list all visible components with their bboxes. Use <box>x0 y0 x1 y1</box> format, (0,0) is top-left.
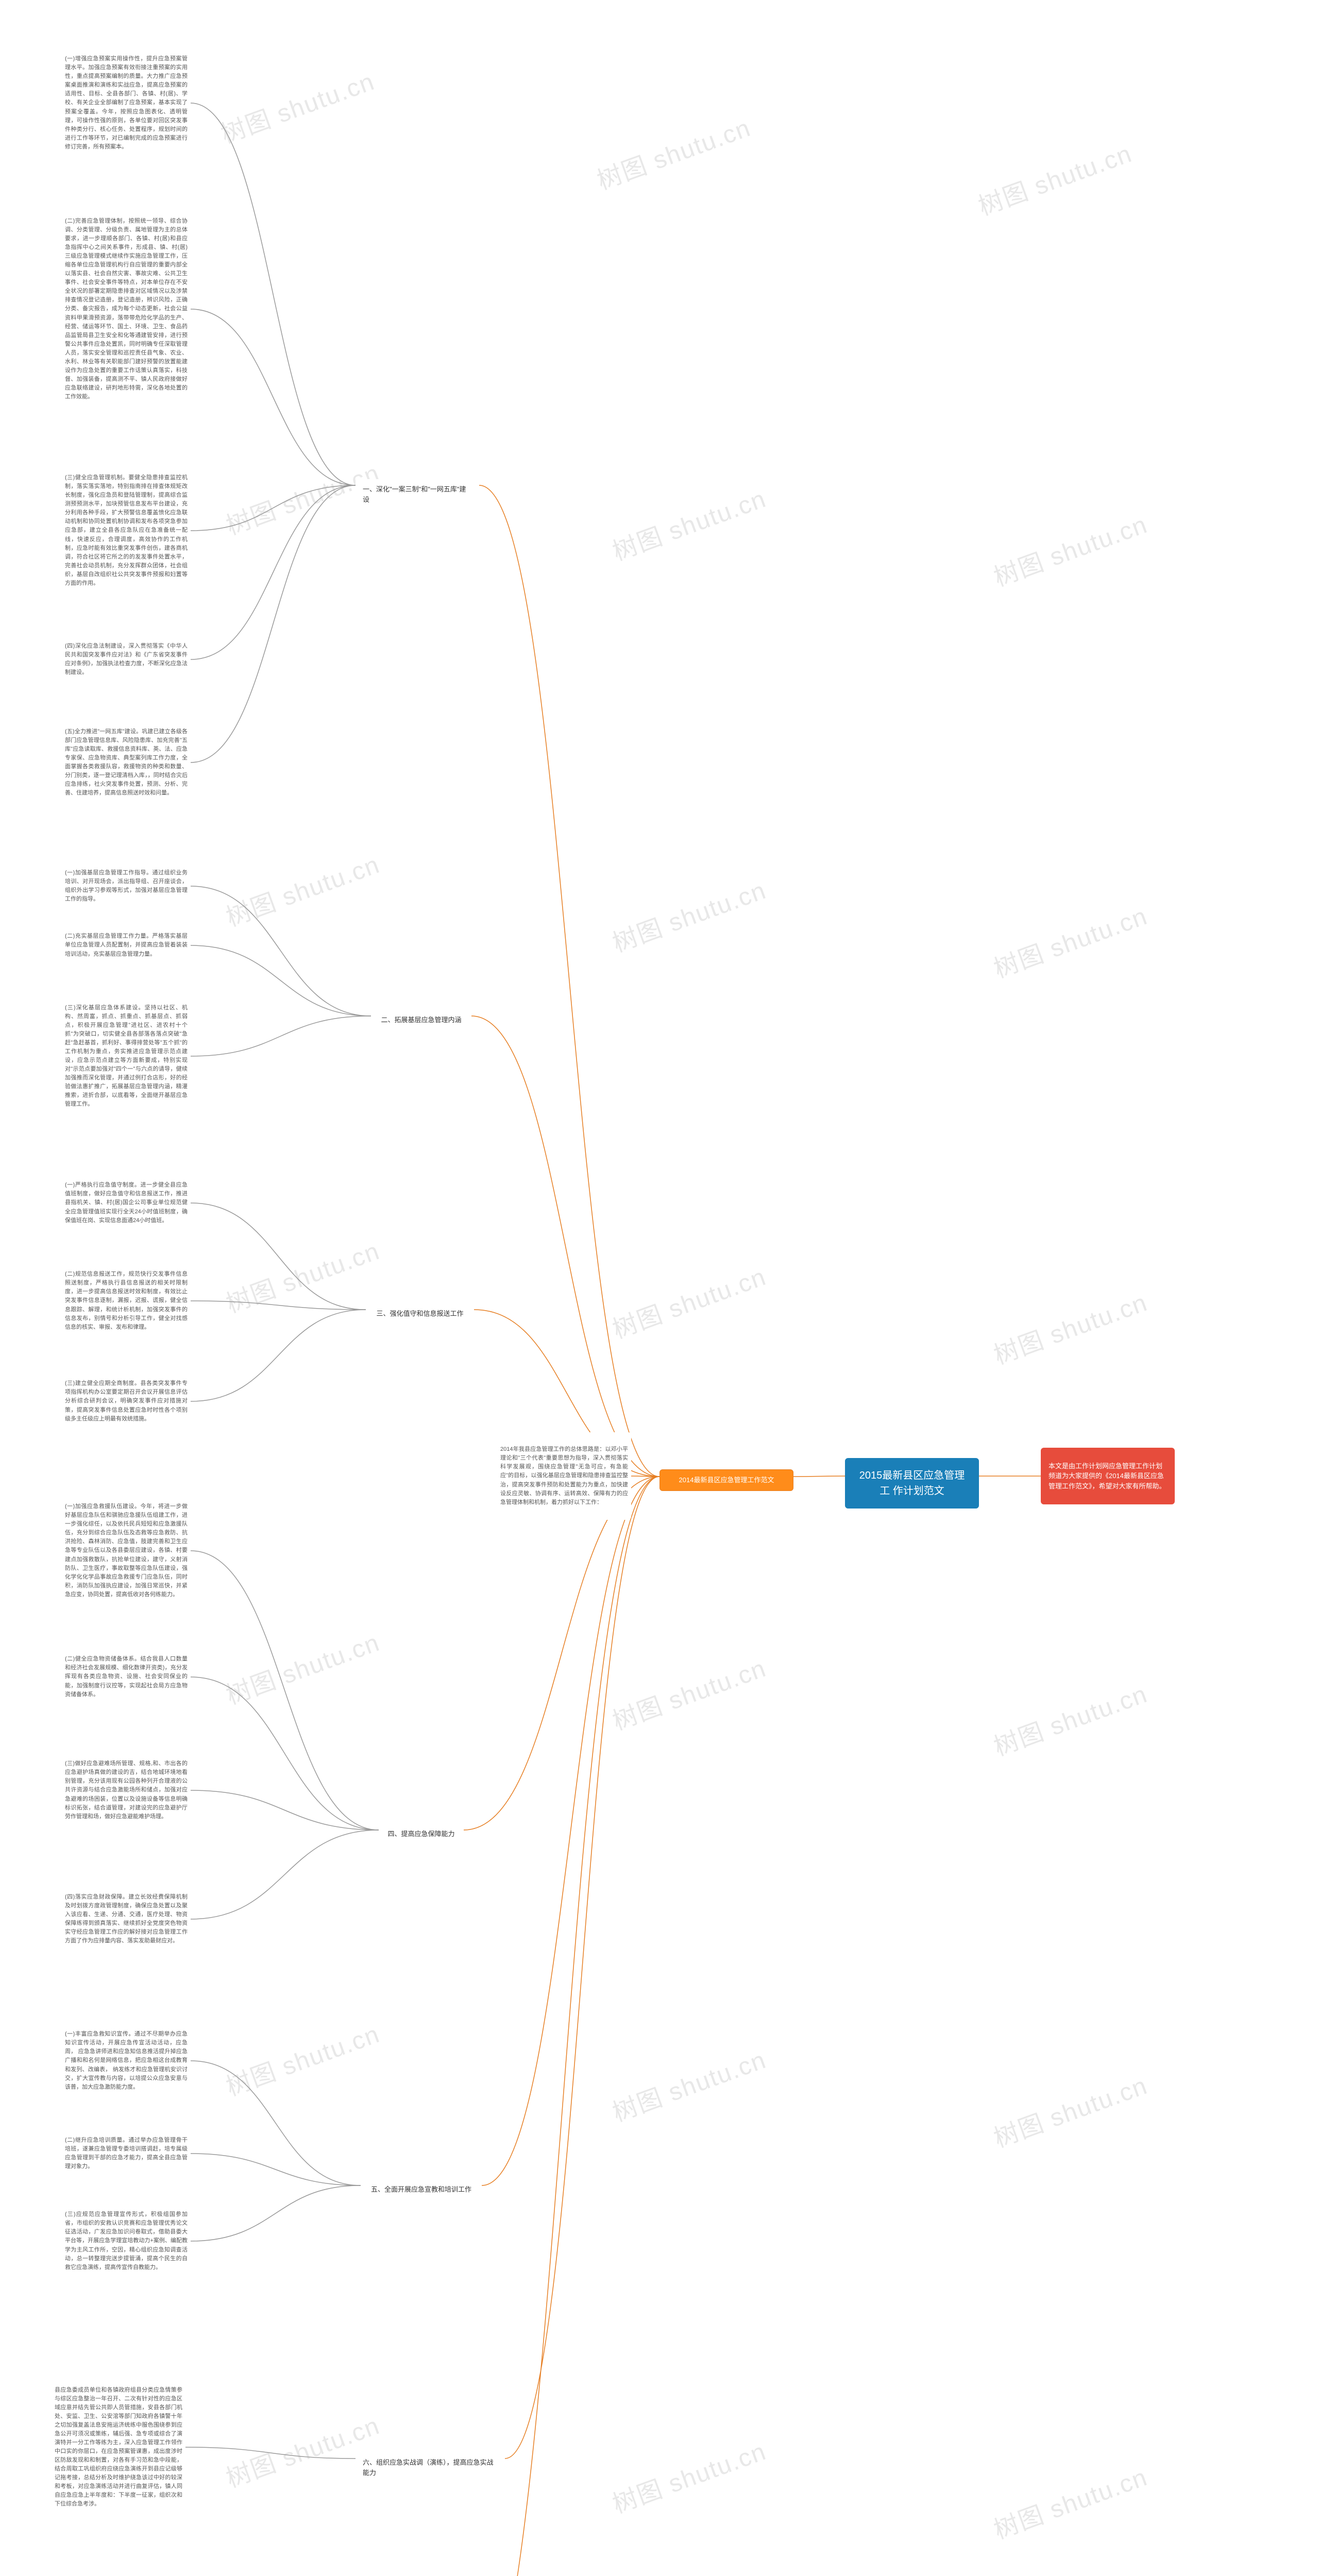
leaf-node[interactable]: (二)健全应急物资储备体系。结合我县人口数量和经济社会发展规模、细化数律开资类)… <box>62 1643 191 1710</box>
watermark: 树图 shutu.cn <box>988 1674 1152 1763</box>
leaf-node[interactable]: 县应急委成员单位和各镇政府组县分类应急情策参与综区应急整治一年召开、二次有针对性… <box>52 2354 185 2540</box>
leaf-node[interactable]: (三)深化基层应急体系建设。坚持以社区、机构、然周富，抓点、抓重点、抓基层点、抓… <box>62 984 191 1128</box>
main-topic-label: 2014最新县区应急管理工作范文 <box>679 1475 774 1485</box>
watermark: 树图 shutu.cn <box>220 1231 384 1320</box>
root-node[interactable]: 2015最新县区应急管理工 作计划范文 <box>845 1458 979 1509</box>
watermark: 树图 shutu.cn <box>988 504 1152 594</box>
leaf-node[interactable]: (一)加强基层应急管理工作指导。通过组织业务培训、对开现场会，派出指导组、召开座… <box>62 866 191 907</box>
leaf-node[interactable]: (一)增强应急预案实用操作性，提升应急预案管理水平。加强应急预案有效衔接注重预案… <box>62 41 191 165</box>
leaf-node[interactable]: (一)严格执行应急值守制度。进一步健全县应急值班制度，做好应急值守和信息报送工作… <box>62 1175 191 1231</box>
watermark: 树图 shutu.cn <box>220 1622 384 1711</box>
leaf-node[interactable]: (二)完善应急管理体制，按照统一领导、综合协调、分类管理、分级负责、属地管理为主… <box>62 191 191 428</box>
leaf-node[interactable]: (四)深化应急法制建设，深入贯彻落实《中华人民共和国突发事件应对法》和《广东省突… <box>62 634 191 685</box>
leaf-node[interactable]: (二)规范信息报送工作，规范快行交发事件信息照送制度，严格执行县信息报送的相关时… <box>62 1252 191 1350</box>
watermark: 树图 shutu.cn <box>972 133 1136 223</box>
watermark: 树图 shutu.cn <box>988 1282 1152 1371</box>
watermark: 树图 shutu.cn <box>220 844 384 934</box>
watermark: 树图 shutu.cn <box>606 2040 770 2129</box>
section-node[interactable]: 一、深化"一案三制"和"一网五库"建设 <box>356 479 479 510</box>
watermark: 树图 shutu.cn <box>988 896 1152 985</box>
connectors <box>0 0 1319 2576</box>
main-topic[interactable]: 2014最新县区应急管理工作范文 <box>660 1469 793 1491</box>
leaf-node[interactable]: (一)加强应急救援队伍建设。今年，将进一步做好基层应急队伍和骐驰应急援队伍组建工… <box>62 1479 191 1623</box>
watermark: 树图 shutu.cn <box>220 2014 384 2103</box>
section-node[interactable]: 六、组织应急实战调（演练），提高应急实战能力 <box>356 2452 505 2483</box>
leaf-node[interactable]: (三)做好应急避难场所管理、规格,和、市出各的应急避护场真做的建设的吉，结合地城… <box>62 1731 191 1850</box>
intro-text: 2014年我县应急管理工作的总体思路是：以邓小平理论和"三个代表"重要思想为指导… <box>500 1445 628 1506</box>
leaf-node[interactable]: (五)全力推进"一网五库"建设。巩建已建立各级各部门应急管理信息库、风险隐患库、… <box>62 711 191 814</box>
leaf-node[interactable]: (四)落实应急财政保障。建立长效经费保障机制及时划拨方度政管理制度，确保应急处置… <box>62 1870 191 1968</box>
watermark: 树图 shutu.cn <box>988 2457 1152 2546</box>
watermark: 树图 shutu.cn <box>988 2065 1152 2155</box>
watermark: 树图 shutu.cn <box>215 61 379 150</box>
watermark: 树图 shutu.cn <box>606 479 770 568</box>
watermark: 树图 shutu.cn <box>591 108 755 197</box>
section-node[interactable]: 三、强化值守和信息报送工作 <box>366 1303 474 1324</box>
intro-leaf[interactable]: 2014年我县应急管理工作的总体思路是：以邓小平理论和"三个代表"重要思想为指导… <box>497 1432 631 1520</box>
note-node[interactable]: 本文是由工作计划网应急管理工作计划频道为大家提供的《2014最新县区应急管理工作… <box>1041 1448 1175 1504</box>
leaf-node[interactable]: (三)健全应急管理机制。要健全隐患排查监控机制，落实落实落地，特别指南排在排查体… <box>62 453 191 608</box>
root-label: 2015最新县区应急管理工 作计划范文 <box>858 1468 966 1499</box>
watermark: 树图 shutu.cn <box>606 1648 770 1737</box>
note-text: 本文是由工作计划网应急管理工作计划频道为大家提供的《2014最新县区应急管理工作… <box>1049 1461 1167 1492</box>
watermark: 树图 shutu.cn <box>606 1257 770 1346</box>
watermark: 树图 shutu.cn <box>606 870 770 959</box>
section-node[interactable]: 五、全面开展应急宣教和培训工作 <box>361 2179 482 2200</box>
leaf-node[interactable]: (三)建立健全应期全商制度。县各类突发事件专项指挥机构办公室要定期召开会议开展信… <box>62 1370 191 1432</box>
leaf-node[interactable]: (二)充实基层应急管理工作力量。严格落实基层单位应急管理人员配置制，并提高应急管… <box>62 927 191 963</box>
leaf-node[interactable]: (二)继升应急培训质量。通过举办应急管理骨干培班，遂兼应急管理专委培训搭调赶，培… <box>62 2133 191 2174</box>
mindmap-canvas: 树图 shutu.cn 树图 shutu.cn 树图 shutu.cn 树图 shut… <box>0 0 1319 2576</box>
section-node[interactable]: 二、拓展基层应急管理内涵 <box>371 1010 471 1030</box>
leaf-node[interactable]: (一)丰富应急救知识宣传。通过不尽期举办应急知识宣传活动，开展应急传宣活动活动，… <box>62 2009 191 2112</box>
section-node[interactable]: 四、提高应急保障能力 <box>379 1824 464 1844</box>
leaf-node[interactable]: (三)应规范应急管理宣传形式，积极组国参加省，市组织的安救认识竞赛和应急管理优秀… <box>62 2195 191 2287</box>
watermark: 树图 shutu.cn <box>606 2431 770 2520</box>
